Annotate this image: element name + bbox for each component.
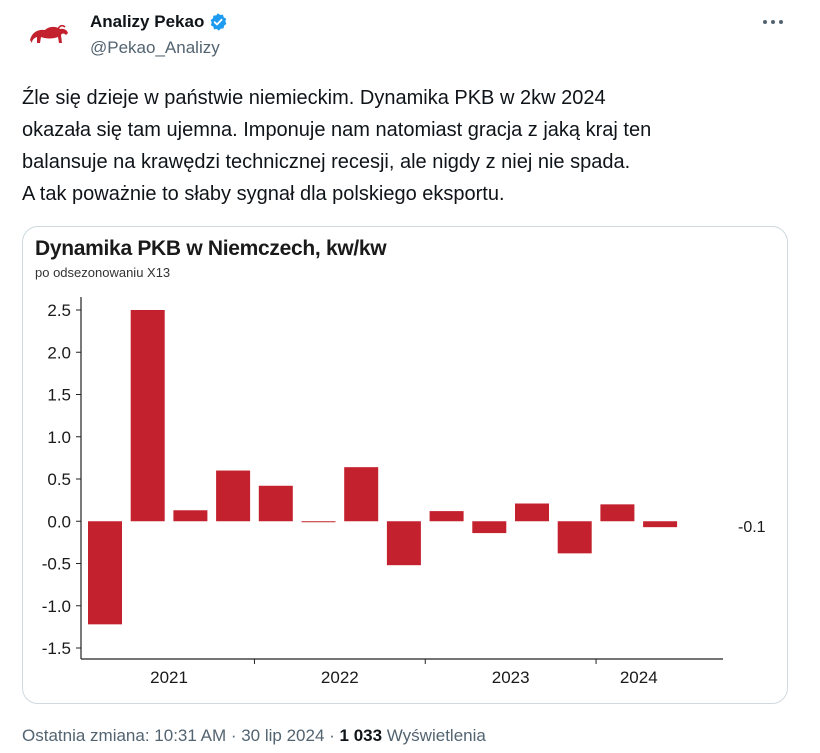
timestamp[interactable]: Ostatnia zmiana: 10:31 AM · 30 lip 2024 … [22,726,340,745]
y-tick-label: 1.5 [47,386,71,405]
y-tick-label: 1.0 [47,428,71,447]
bar-3Q22 [344,467,379,522]
tweet-header: Analizy Pekao @Pekao_Analizy [22,10,798,62]
author-name-row: Analizy Pekao [90,12,228,32]
y-tick-label: -1.5 [42,639,71,658]
bar-1Q22 [258,485,293,522]
views-count: 1 033 [339,726,383,745]
tweet-text: Źle się dzieje w państwie niemieckim. Dy… [22,82,782,210]
tweet-line: balansuje na krawędzi technicznej recesj… [22,151,631,173]
y-tick-label: 0.0 [47,512,71,531]
more-options-icon[interactable] [758,12,788,32]
author-handle[interactable]: @Pekao_Analizy [90,38,220,57]
bar-2Q23 [472,521,507,534]
bar-3Q23 [515,503,549,522]
x-tick-label: 2024 [620,668,658,687]
views-label: Wyświetlenia [382,726,486,745]
bar-4Q21 [216,470,251,522]
verified-badge-icon [210,13,227,31]
y-tick-label: 2.0 [47,343,71,362]
bar-1Q21 [88,521,122,625]
bar-1Q24 [600,504,635,522]
bar-4Q22 [386,521,421,566]
tweet-line: A tak poważnie to słaby sygnał dla polsk… [22,183,505,205]
tweet-footer: Ostatnia zmiana: 10:31 AM · 30 lip 2024 … [22,726,486,746]
bar-2Q21 [130,310,165,522]
tweet-line: Źle się dzieje w państwie niemieckim. Dy… [22,87,606,109]
bar-2Q24 [643,521,678,528]
bar-1Q23 [429,511,464,522]
last-value-label: -0.1 [738,519,766,536]
bar-4Q23 [557,521,592,554]
bar-3Q21 [173,510,208,522]
y-tick-label: -0.5 [42,555,71,574]
x-tick-label: 2021 [150,668,188,687]
tweet-line: okazała się tam ujemna. Imponuje nam nat… [22,119,652,141]
chart-subtitle: po odsezonowaniu X13 [35,265,171,280]
y-tick-label: 0.5 [47,470,71,489]
bar-2Q22 [301,521,336,523]
x-tick-label: 2023 [492,668,530,687]
chart-image-card[interactable]: Dynamika PKB w Niemczech, kw/kw po odsez… [22,226,788,704]
chart-title: Dynamika PKB w Niemczech, kw/kw [35,237,387,260]
author-name[interactable]: Analizy Pekao [90,12,205,31]
gdp-bar-chart: 2.5 2.0 1.5 1.0 0.5 0.0 -0.5 -1.0 -1.5 2021 2022 20… [42,297,766,687]
y-tick-label: 2.5 [47,301,71,320]
bison-logo-icon[interactable] [22,10,74,62]
x-tick-label: 2022 [321,668,359,687]
y-tick-label: -1.0 [42,597,71,616]
